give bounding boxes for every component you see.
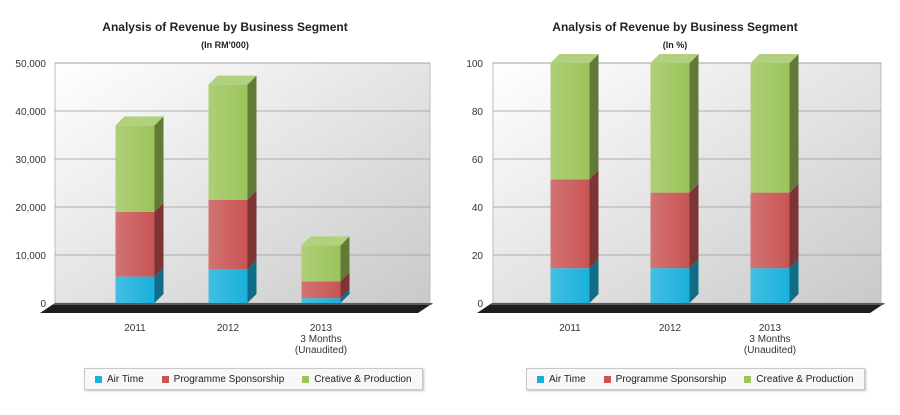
bar-segment[interactable] bbox=[115, 202, 164, 277]
legend-swatch bbox=[603, 375, 611, 383]
legend-label: Programme Sponsorship bbox=[615, 373, 727, 385]
y-tick-label: 20 bbox=[472, 251, 484, 262]
y-tick-label: 40,000 bbox=[15, 107, 46, 118]
revenue-chart-rm: Analysis of Revenue by Business Segment … bbox=[15, 20, 433, 390]
bar-segment[interactable] bbox=[550, 54, 599, 180]
bar-segment[interactable] bbox=[750, 259, 799, 303]
chart-title: Analysis of Revenue by Business Segment bbox=[102, 20, 348, 34]
x-tick-label: (Unaudited) bbox=[744, 345, 796, 356]
legend-item-creative-production[interactable]: Creative & Production bbox=[302, 373, 412, 385]
legend-label: Programme Sponsorship bbox=[173, 373, 285, 385]
bar-segment[interactable] bbox=[650, 54, 699, 193]
chart-floor bbox=[477, 303, 885, 313]
y-tick-label: 100 bbox=[466, 59, 483, 70]
bar-segment[interactable] bbox=[115, 267, 164, 303]
legend-item-programme-sponsorship[interactable]: Programme Sponsorship bbox=[603, 373, 727, 385]
bar-segment[interactable] bbox=[115, 116, 164, 212]
legend-label: Air Time bbox=[107, 373, 144, 385]
bar-top bbox=[650, 54, 699, 63]
x-tick-label: 3 Months bbox=[300, 334, 341, 345]
bar-segment[interactable] bbox=[208, 75, 257, 200]
bar-segment[interactable] bbox=[301, 289, 350, 303]
chart-legend: Air Time Programme Sponsorship Creative … bbox=[526, 368, 865, 390]
y-tick-label: 0 bbox=[477, 299, 483, 310]
chart-legend: Air Time Programme Sponsorship Creative … bbox=[84, 368, 423, 390]
legend-label: Creative & Production bbox=[314, 373, 412, 385]
legend-label: Air Time bbox=[549, 373, 586, 385]
x-tick-label: 2012 bbox=[659, 323, 682, 334]
bar-segment[interactable] bbox=[550, 259, 599, 303]
y-tick-label: 60 bbox=[472, 155, 484, 166]
y-tick-label: 10,000 bbox=[15, 251, 46, 262]
legend-swatch bbox=[95, 375, 102, 383]
bar-segment[interactable] bbox=[550, 170, 599, 269]
y-tick-label: 30,000 bbox=[15, 155, 46, 166]
x-tick-label: 2012 bbox=[217, 323, 240, 334]
bar-segment[interactable] bbox=[650, 259, 699, 303]
revenue-chart-percent: Analysis of Revenue by Business Segment … bbox=[450, 0, 900, 415]
y-tick-label: 40 bbox=[472, 203, 484, 214]
legend-item-creative-production[interactable]: Creative & Production bbox=[744, 373, 854, 385]
bar-segment[interactable] bbox=[301, 236, 350, 282]
x-tick-label: 2013 bbox=[310, 323, 333, 334]
chart-subtitle: (In %) bbox=[662, 40, 688, 50]
bar-segment[interactable] bbox=[750, 54, 799, 193]
bar-segment[interactable] bbox=[208, 260, 257, 303]
chart-subtitle: (In RM'000) bbox=[201, 40, 249, 50]
legend-label: Creative & Production bbox=[756, 373, 854, 385]
bar-top bbox=[208, 75, 257, 85]
y-tick-label: 50,000 bbox=[15, 59, 46, 70]
legend-item-air-time[interactable]: Air Time bbox=[95, 374, 144, 385]
bar-segment[interactable] bbox=[750, 183, 799, 269]
chart-plot-area: 0 10,000 20,000 30,000 40,000 50,000 2011 2012 2… bbox=[15, 59, 433, 356]
chart-floor bbox=[40, 303, 433, 313]
y-tick-label: 20,000 bbox=[15, 203, 46, 214]
bar-segment[interactable] bbox=[208, 190, 257, 270]
legend-swatch bbox=[161, 375, 169, 383]
bar-top bbox=[550, 54, 599, 63]
legend-swatch bbox=[744, 375, 752, 383]
legend-swatch bbox=[302, 375, 310, 383]
y-tick-label: 0 bbox=[40, 299, 46, 310]
x-tick-label: 2011 bbox=[559, 323, 581, 334]
legend-item-programme-sponsorship[interactable]: Programme Sponsorship bbox=[161, 373, 285, 385]
x-tick-label: 2013 bbox=[759, 323, 782, 334]
legend-item-air-time[interactable]: Air Time bbox=[537, 374, 586, 385]
y-tick-label: 80 bbox=[472, 107, 484, 118]
bar-segment[interactable] bbox=[650, 183, 699, 269]
bar-top bbox=[115, 116, 164, 126]
bar-segment[interactable] bbox=[301, 272, 350, 299]
chart-title: Analysis of Revenue by Business Segment bbox=[552, 20, 798, 34]
x-tick-label: 2011 bbox=[124, 323, 146, 334]
bar-top bbox=[750, 54, 799, 63]
bar-top bbox=[301, 236, 350, 246]
x-tick-label: 3 Months bbox=[749, 334, 790, 345]
legend-swatch bbox=[537, 375, 544, 383]
x-tick-label: (Unaudited) bbox=[295, 345, 347, 356]
